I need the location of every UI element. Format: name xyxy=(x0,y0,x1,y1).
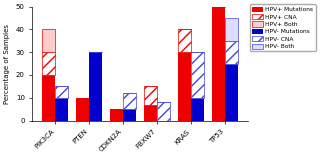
Bar xyxy=(123,93,136,109)
Bar xyxy=(225,18,238,41)
Bar xyxy=(123,109,136,121)
Bar xyxy=(55,98,68,121)
Bar xyxy=(76,98,89,121)
Bar xyxy=(225,41,238,64)
Bar xyxy=(110,109,123,121)
Bar xyxy=(178,52,191,121)
Bar xyxy=(178,30,191,52)
Legend: HPV+ Mutations, HPV+ CNA, HPV+ Both, HPV- Mutations, HPV- CNA, HPV- Both: HPV+ Mutations, HPV+ CNA, HPV+ Both, HPV… xyxy=(250,4,316,51)
Bar xyxy=(157,102,170,121)
Bar xyxy=(191,52,204,98)
Bar xyxy=(89,52,102,121)
Bar xyxy=(42,30,55,52)
Bar xyxy=(212,7,225,121)
Y-axis label: Percentage of Samples: Percentage of Samples xyxy=(4,24,10,104)
Bar xyxy=(144,105,157,121)
Bar xyxy=(42,52,55,75)
Bar xyxy=(225,64,238,121)
Bar xyxy=(144,86,157,105)
Bar xyxy=(42,75,55,121)
Bar xyxy=(191,98,204,121)
Bar xyxy=(55,86,68,98)
